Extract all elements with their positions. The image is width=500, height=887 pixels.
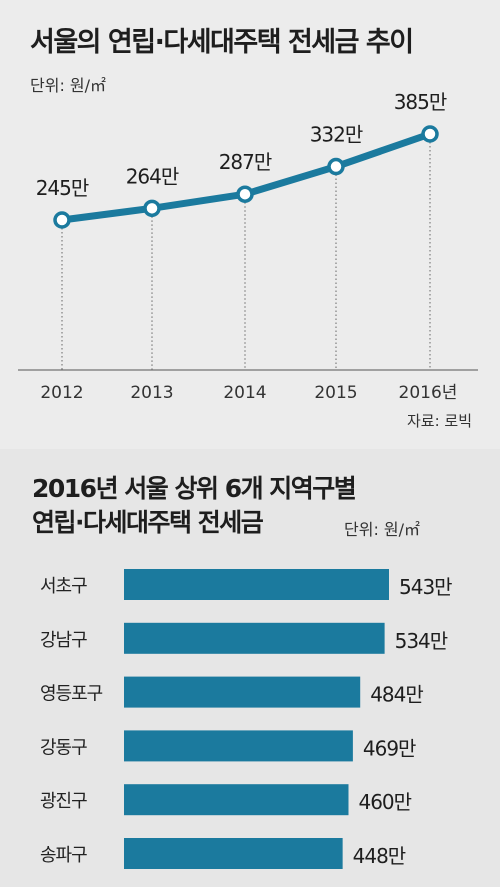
x-tick-label: 2014 (223, 383, 266, 403)
bar-chart-title-line1: 2016년 서울 상위 6개 지역구별 (32, 474, 357, 503)
category-label: 서초구 (40, 576, 87, 597)
value-label: 448만 (353, 844, 406, 868)
category-label: 광진구 (40, 791, 87, 812)
data-label: 385만 (394, 90, 447, 114)
data-label: 287만 (219, 150, 272, 174)
bar-chart-title: 2016년 서울 상위 6개 지역구별 연립·다세대주택 전세금 (32, 472, 357, 540)
category-label: 강남구 (40, 630, 87, 651)
bar-chart-title-line2: 연립·다세대주택 전세금 (32, 508, 264, 537)
value-label: 534만 (395, 629, 448, 653)
x-tick-label: 2013 (130, 383, 173, 403)
bar-chart-unit: 단위: 원/㎡ (344, 520, 421, 539)
bar (124, 730, 353, 762)
data-label: 245만 (36, 176, 89, 200)
x-tick-label: 2012 (40, 383, 83, 403)
data-point (143, 199, 161, 218)
line-chart-unit: 단위: 원/㎡ (30, 76, 107, 95)
category-label: 강동구 (40, 737, 87, 758)
bar (124, 784, 349, 816)
data-point (421, 125, 439, 143)
category-label: 영등포구 (40, 684, 103, 705)
bar (124, 622, 385, 654)
data-point (236, 185, 254, 203)
bar (124, 676, 361, 708)
category-label: 송파구 (40, 845, 87, 866)
line-chart-source: 자료: 로빅 (406, 412, 472, 430)
data-point (53, 211, 71, 229)
value-label: 460만 (358, 790, 411, 814)
data-point (327, 157, 345, 176)
bar (124, 569, 389, 600)
x-tick-label: 2015 (314, 383, 357, 403)
bar (124, 838, 343, 869)
data-label: 264만 (126, 164, 179, 188)
data-label: 332만 (310, 123, 363, 147)
value-label: 484만 (370, 683, 423, 707)
x-tick-label: 2016년 (399, 383, 458, 403)
line-chart-title: 서울의 연립·다세대주택 전세금 추이 (30, 27, 414, 58)
line-chart: 245만 2012 264만 2013 287만 2014 332만 2015 385만 2016… (18, 90, 478, 403)
value-label: 543만 (399, 575, 452, 599)
value-label: 469만 (363, 736, 416, 760)
